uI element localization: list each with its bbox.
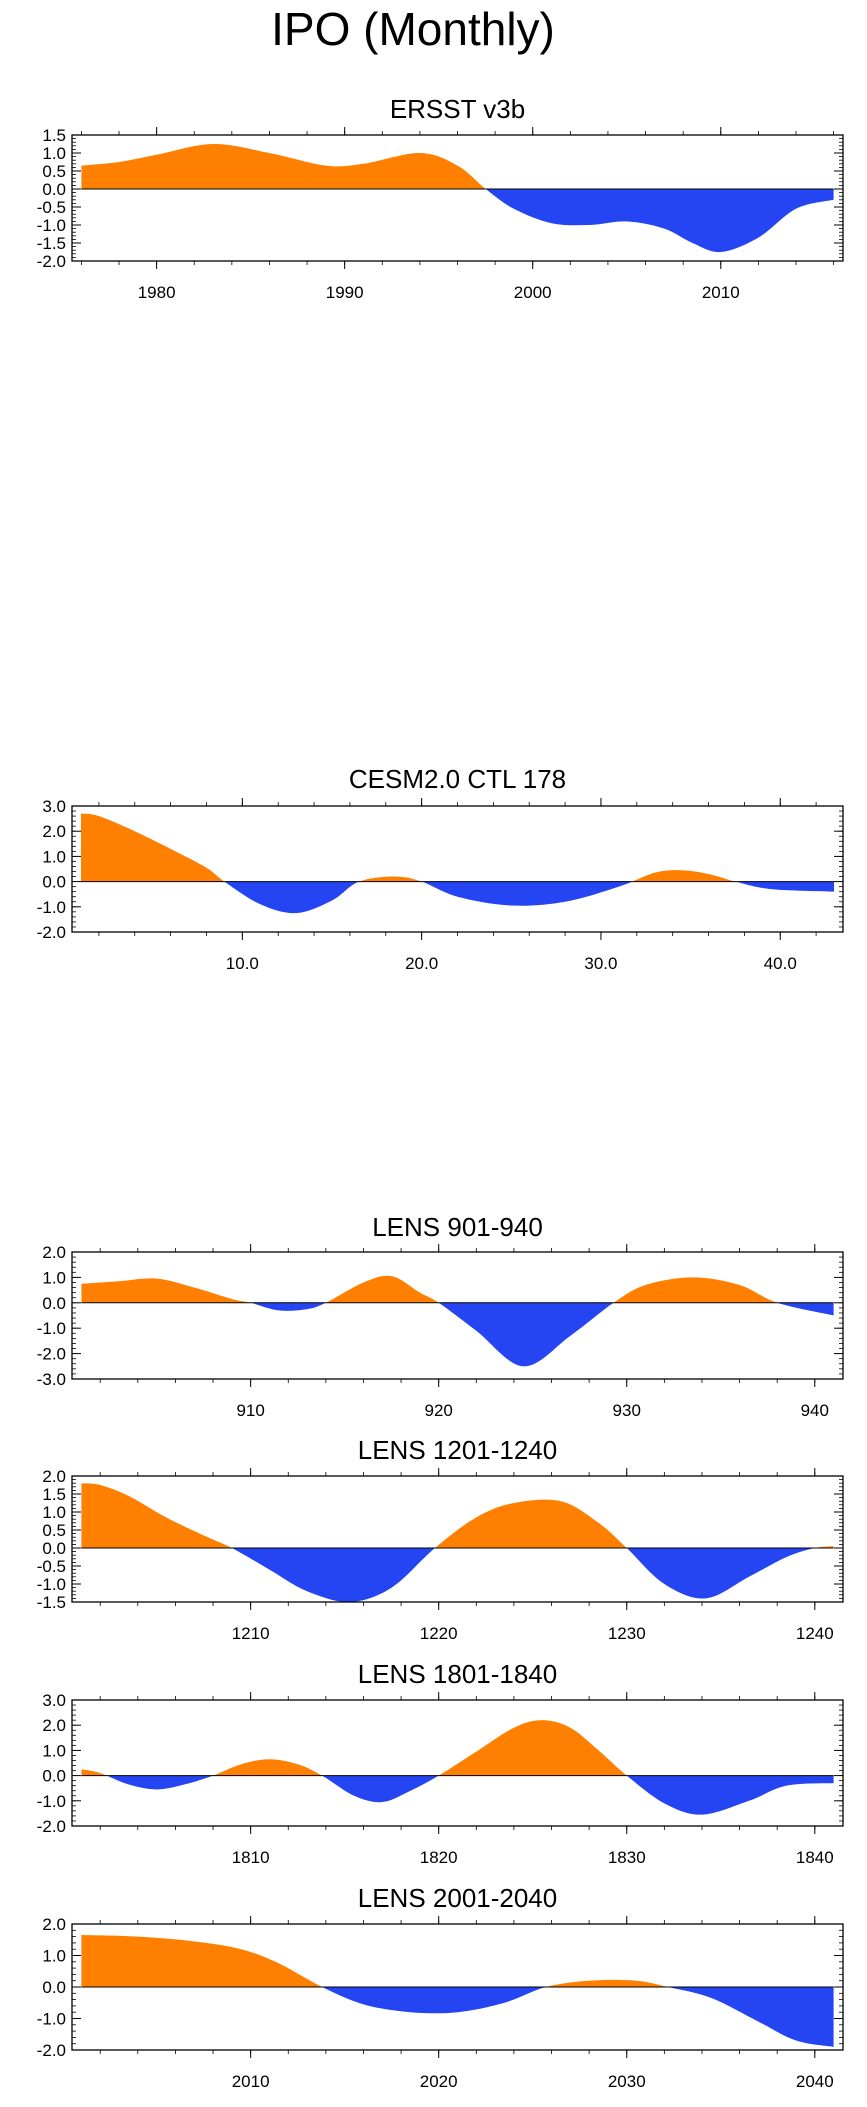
positive-area bbox=[81, 143, 834, 189]
x-tick-label: 1220 bbox=[420, 1624, 458, 1643]
x-tick-label: 1830 bbox=[608, 1848, 646, 1867]
chart-title: LENS 901-940 bbox=[372, 1212, 543, 1242]
negative-area bbox=[81, 1987, 834, 2047]
chart-panel: LENS 1801-1840 3.0 2.0 1.0 0.0 -1.0 -2.0 1810 18… bbox=[37, 1659, 844, 1867]
page-title: IPO (Monthly) bbox=[271, 3, 555, 55]
x-tick-label: 1980 bbox=[138, 283, 176, 302]
y-tick-label: 1.0 bbox=[42, 1268, 66, 1287]
negative-area bbox=[81, 1548, 834, 1602]
x-tick-label: 1990 bbox=[326, 283, 364, 302]
y-tick-label: 2.0 bbox=[42, 1243, 66, 1262]
x-tick-label: 2010 bbox=[702, 283, 740, 302]
y-tick-label: 0.5 bbox=[42, 1521, 66, 1540]
plot-frame bbox=[71, 1475, 844, 1603]
x-tick-label: 910 bbox=[236, 1401, 264, 1420]
chart-title: LENS 1201-1240 bbox=[358, 1435, 557, 1465]
y-tick-label: 1.0 bbox=[42, 1503, 66, 1522]
chart-title: LENS 2001-2040 bbox=[358, 1883, 557, 1913]
x-tick-label: 2020 bbox=[420, 2072, 458, 2091]
positive-area bbox=[81, 1720, 627, 1776]
negative-area bbox=[81, 1775, 834, 1815]
negative-area bbox=[250, 1302, 834, 1367]
plot-frame bbox=[71, 1699, 844, 1827]
y-tick-label: 2.0 bbox=[42, 1716, 66, 1735]
negative-area bbox=[80, 881, 835, 914]
y-tick-label: 0.0 bbox=[42, 180, 66, 199]
y-tick-label: 3.0 bbox=[42, 1691, 66, 1710]
x-tick-label: 40.0 bbox=[764, 954, 797, 973]
x-tick-label: 1840 bbox=[796, 1848, 834, 1867]
y-tick-label: -2.0 bbox=[37, 2041, 66, 2060]
positive-area bbox=[81, 1483, 834, 1548]
chart-panel: ERSST v3b 1.51.00.50.0-0.5-1.0-1.5-2.0 198… bbox=[37, 94, 844, 302]
x-tick-label: 1240 bbox=[796, 1624, 834, 1643]
y-tick-label: 1.0 bbox=[42, 1947, 66, 1966]
x-tick-label: 940 bbox=[801, 1401, 829, 1420]
y-tick-label: 1.0 bbox=[42, 144, 66, 163]
chart-panel: CESM2.0 CTL 178 3.0 2.0 1.0 0.0 -1.0 -2.0 10.0 2… bbox=[37, 764, 844, 973]
chart-panel: LENS 1201-1240 2.01.51.00.50.0-0.5-1.0-1.… bbox=[37, 1435, 844, 1643]
x-tick-label: 20.0 bbox=[405, 954, 438, 973]
y-tick-label: -2.0 bbox=[37, 1817, 66, 1836]
negative-area bbox=[81, 189, 834, 253]
y-tick-label: -1.0 bbox=[37, 898, 66, 917]
y-tick-label: 3.0 bbox=[42, 797, 66, 816]
x-tick-label: 1820 bbox=[420, 1848, 458, 1867]
y-tick-label: -2.0 bbox=[37, 1345, 66, 1364]
y-tick-label: -1.0 bbox=[37, 1792, 66, 1811]
y-tick-label: 0.5 bbox=[42, 162, 66, 181]
x-tick-label: 1210 bbox=[232, 1624, 270, 1643]
y-tick-label: 0.0 bbox=[42, 1767, 66, 1786]
x-tick-label: 2000 bbox=[514, 283, 552, 302]
x-tick-label: 30.0 bbox=[584, 954, 617, 973]
positive-area bbox=[81, 1935, 834, 1987]
x-tick-label: 2030 bbox=[608, 2072, 646, 2091]
y-tick-label: -1.0 bbox=[37, 216, 66, 235]
y-tick-label: -0.5 bbox=[37, 198, 66, 217]
x-tick-label: 2040 bbox=[796, 2072, 834, 2091]
chart-panel: LENS 2001-2040 2.0 1.0 0.0 -1.0 -2.0 2010 2020 2… bbox=[37, 1883, 844, 2091]
chart-title: CESM2.0 CTL 178 bbox=[349, 764, 566, 794]
y-tick-label: -1.0 bbox=[37, 2010, 66, 2029]
positive-area bbox=[81, 1275, 778, 1303]
y-tick-label: 2.0 bbox=[42, 1467, 66, 1486]
y-tick-label: 1.0 bbox=[42, 1741, 66, 1760]
y-tick-label: 2.0 bbox=[42, 1915, 66, 1934]
x-tick-label: 1810 bbox=[232, 1848, 270, 1867]
y-tick-label: 0.0 bbox=[42, 1539, 66, 1558]
x-tick-label: 1230 bbox=[608, 1624, 646, 1643]
x-tick-label: 920 bbox=[425, 1401, 453, 1420]
x-tick-label: 10.0 bbox=[226, 954, 259, 973]
y-tick-label: -3.0 bbox=[37, 1370, 66, 1389]
y-tick-label: 1.5 bbox=[42, 126, 66, 145]
plot-frame bbox=[71, 1251, 844, 1380]
y-tick-label: -2.0 bbox=[37, 252, 66, 271]
y-tick-label: 0.0 bbox=[42, 1978, 66, 1997]
chart-title: ERSST v3b bbox=[390, 94, 525, 124]
y-tick-label: 1.0 bbox=[42, 847, 66, 866]
y-tick-label: -1.0 bbox=[37, 1319, 66, 1338]
y-tick-label: -0.5 bbox=[37, 1557, 66, 1576]
chart-title: LENS 1801-1840 bbox=[358, 1659, 557, 1689]
y-tick-label: 2.0 bbox=[42, 822, 66, 841]
y-tick-label: -1.5 bbox=[37, 234, 66, 253]
chart-panel: LENS 901-940 2.0 1.0 0.0 -1.0 -2.0 -3.0 910 920 9… bbox=[37, 1212, 844, 1420]
positive-area bbox=[80, 813, 736, 882]
y-tick-label: -2.0 bbox=[37, 923, 66, 942]
y-tick-label: -1.5 bbox=[37, 1593, 66, 1612]
y-tick-label: 0.0 bbox=[42, 1294, 66, 1313]
y-tick-label: -1.0 bbox=[37, 1575, 66, 1594]
y-tick-label: 0.0 bbox=[42, 873, 66, 892]
x-tick-label: 2010 bbox=[232, 2072, 270, 2091]
x-tick-label: 930 bbox=[613, 1401, 641, 1420]
y-tick-label: 1.5 bbox=[42, 1485, 66, 1504]
